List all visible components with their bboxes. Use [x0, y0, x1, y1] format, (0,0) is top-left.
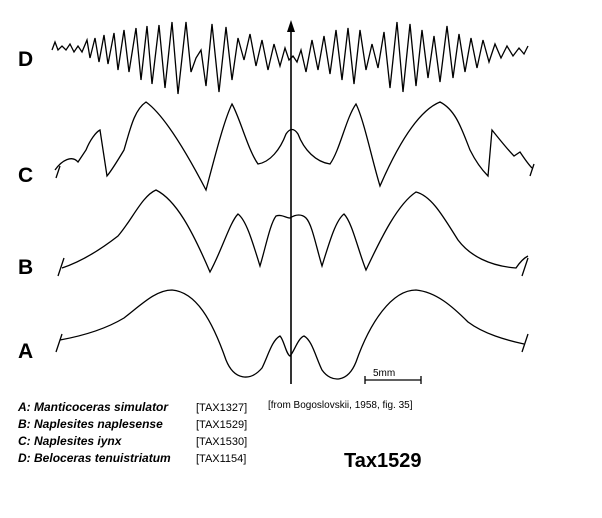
row-label-a: A	[18, 340, 34, 363]
legend-entry-c: C: Naplesites iynx [TAX1530]	[18, 434, 247, 448]
row-label-b: B	[18, 256, 34, 279]
legend-entry-b: B: Naplesites naplesense [TAX1529]	[18, 417, 247, 431]
legend-tax-id: [TAX1530]	[196, 436, 248, 448]
scale-bar-label: 5mm	[373, 368, 395, 379]
suture-line-d	[51, 21, 529, 95]
legend-letter: A:	[18, 400, 31, 414]
suture-b-left-cap	[57, 257, 65, 277]
legend-letter: C:	[18, 434, 31, 448]
row-label-c: C	[18, 164, 34, 187]
legend-tax-id: [TAX1327]	[196, 402, 248, 414]
legend-tax-id: [TAX1154]	[196, 453, 247, 465]
legend-species: Naplesites iynx	[34, 434, 122, 448]
page-title: Tax1529	[344, 450, 422, 472]
legend-entry-d: D: Beloceras tenuistriatum [TAX1154]	[18, 451, 246, 465]
suture-line-b	[61, 189, 529, 274]
source-citation: [from Bogoslovskii, 1958, fig. 35]	[268, 400, 413, 411]
suture-line-a	[59, 289, 525, 380]
legend-entry-a: A: Manticoceras simulator [TAX1327]	[18, 400, 247, 414]
legend-species: Beloceras tenuistriatum	[34, 451, 171, 465]
legend-species: Manticoceras simulator	[34, 400, 169, 414]
arrow-head-icon	[287, 20, 295, 32]
legend-tax-id: [TAX1529]	[196, 419, 248, 431]
suture-b-right-cap	[521, 257, 529, 277]
suture-c-left-cap	[55, 165, 61, 179]
legend-letter: D:	[18, 451, 31, 465]
legend-letter: B:	[18, 417, 31, 431]
row-label-d: D	[18, 48, 34, 71]
suture-c-right-cap	[529, 163, 535, 177]
suture-a-left-cap	[55, 333, 63, 353]
suture-line-c	[54, 101, 533, 192]
legend-species: Naplesites naplesense	[34, 417, 163, 431]
suture-a-right-cap	[521, 333, 529, 353]
